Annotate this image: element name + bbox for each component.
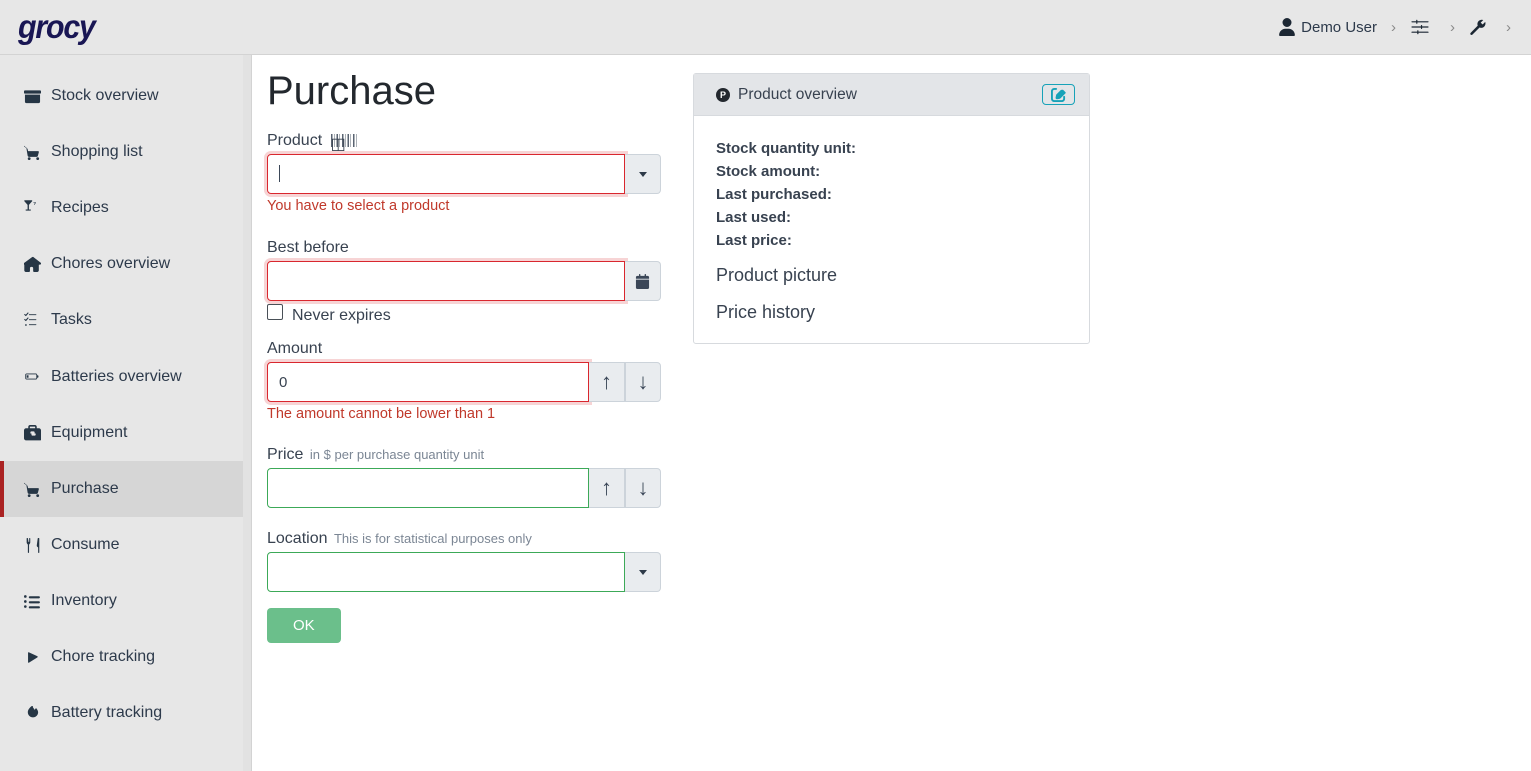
svg-text:?: ?	[33, 201, 36, 207]
